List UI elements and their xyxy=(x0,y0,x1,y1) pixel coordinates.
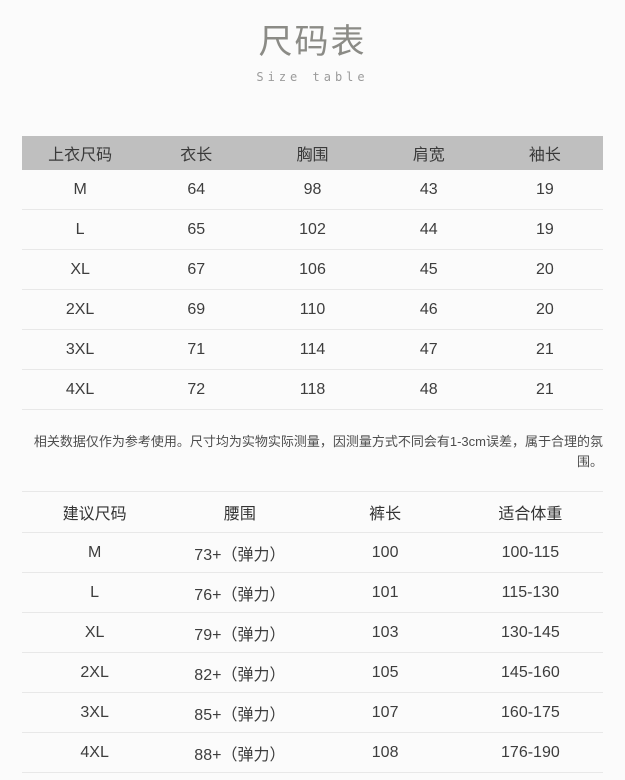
table-cell: 85+（弹力） xyxy=(194,706,286,724)
table-row: L 76+（弹力） 101 115-130 xyxy=(22,573,603,613)
table-cell: 45 xyxy=(419,260,438,278)
table-row: L 65 102 44 19 xyxy=(22,210,603,250)
table-cell: 21 xyxy=(536,340,554,358)
table-cell: 130-145 xyxy=(501,623,560,641)
table-cell: 145-160 xyxy=(501,663,560,681)
table-cell: 47 xyxy=(419,340,438,358)
table-row: XL 67 106 45 20 xyxy=(22,250,603,290)
column-header-waist: 腰围 xyxy=(223,506,256,523)
column-header-shoulder: 肩宽 xyxy=(412,147,445,164)
measurement-disclaimer-note: 相关数据仅作为参考使用。尺寸均为实物实际测量，因测量方式不同会有1-3cm误差，… xyxy=(33,434,603,469)
column-header-suggested-size: 建议尺码 xyxy=(62,506,127,523)
table-cell: 21 xyxy=(536,380,554,398)
table-row: M 73+（弹力） 100 100-115 xyxy=(22,533,603,573)
table-cell: 19 xyxy=(536,220,554,238)
table-cell: 4XL xyxy=(65,380,95,398)
table-cell: 2XL xyxy=(80,663,109,681)
column-header-sleeve: 袖长 xyxy=(528,147,561,164)
table-cell: 46 xyxy=(419,300,438,318)
table-cell: 67 xyxy=(187,260,206,278)
page-title: 尺码表 xyxy=(258,23,367,61)
top-size-table: 上衣尺码 衣长 胸围 肩宽 袖长 M 64 98 43 19 L 65 102 … xyxy=(22,136,603,410)
table-cell: 101 xyxy=(371,583,399,601)
table-cell: 48 xyxy=(419,380,438,398)
table-cell: 3XL xyxy=(80,703,109,721)
table-cell: 65 xyxy=(187,220,206,238)
table-cell: 118 xyxy=(299,380,326,398)
table-cell: XL xyxy=(70,260,90,278)
table-cell: 72 xyxy=(187,380,206,398)
table-cell: 114 xyxy=(299,340,326,358)
column-header-suitable-weight: 适合体重 xyxy=(498,506,563,523)
column-header-garment-length: 衣长 xyxy=(180,147,213,164)
table-cell: 102 xyxy=(299,220,326,238)
page-subtitle: Size table xyxy=(256,70,369,84)
table-cell: 20 xyxy=(536,260,554,278)
table-cell: 110 xyxy=(299,300,326,318)
table-cell: L xyxy=(90,583,100,601)
table-cell: 64 xyxy=(187,180,206,198)
suggested-size-table-header-row: 建议尺码 腰围 裤长 适合体重 xyxy=(22,492,603,533)
table-row: 3XL 71 114 47 21 xyxy=(22,330,603,370)
table-cell: 82+（弹力） xyxy=(194,666,286,684)
table-cell: 103 xyxy=(371,623,399,641)
table-cell: 69 xyxy=(187,300,206,318)
table-cell: 107 xyxy=(371,703,399,721)
table-cell: 115-130 xyxy=(501,583,560,601)
column-header-bust: 胸围 xyxy=(296,147,329,164)
table-cell: 43 xyxy=(419,180,438,198)
table-cell: XL xyxy=(84,623,105,641)
table-cell: 44 xyxy=(419,220,438,238)
table-row: 4XL 72 118 48 21 xyxy=(22,370,603,410)
table-cell: L xyxy=(75,220,85,238)
table-row: M 64 98 43 19 xyxy=(22,170,603,210)
table-cell: 105 xyxy=(371,663,399,681)
table-row: XL 79+（弹力） 103 130-145 xyxy=(22,613,603,653)
table-cell: 100 xyxy=(371,543,399,561)
table-cell: 4XL xyxy=(80,743,109,761)
table-cell: 108 xyxy=(371,743,399,761)
table-row: 2XL 69 110 46 20 xyxy=(22,290,603,330)
table-cell: 20 xyxy=(536,300,554,318)
table-cell: 2XL xyxy=(65,300,95,318)
table-row: 4XL 88+（弹力） 108 176-190 xyxy=(22,733,603,773)
table-cell: 100-115 xyxy=(501,543,560,561)
table-cell: 79+（弹力） xyxy=(194,626,286,644)
table-cell: 88+（弹力） xyxy=(194,746,286,764)
top-size-table-header-row: 上衣尺码 衣长 胸围 肩宽 袖长 xyxy=(22,136,603,170)
table-row: 3XL 85+（弹力） 107 160-175 xyxy=(22,693,603,733)
suggested-size-table: 建议尺码 腰围 裤长 适合体重 M 73+（弹力） 100 100-115 L … xyxy=(22,491,603,773)
column-header-pants-length: 裤长 xyxy=(369,506,402,523)
table-cell: 176-190 xyxy=(501,743,560,761)
table-cell: 3XL xyxy=(65,340,95,358)
table-cell: M xyxy=(87,543,102,561)
table-cell: 106 xyxy=(299,260,326,278)
table-cell: 160-175 xyxy=(501,703,560,721)
table-cell: 71 xyxy=(187,340,206,358)
table-row: 2XL 82+（弹力） 105 145-160 xyxy=(22,653,603,693)
table-cell: 98 xyxy=(303,180,322,198)
table-cell: 76+（弹力） xyxy=(194,586,286,604)
column-header-top-size: 上衣尺码 xyxy=(48,147,113,164)
table-cell: M xyxy=(73,180,87,198)
table-cell: 73+（弹力） xyxy=(194,546,286,564)
table-cell: 19 xyxy=(536,180,554,198)
